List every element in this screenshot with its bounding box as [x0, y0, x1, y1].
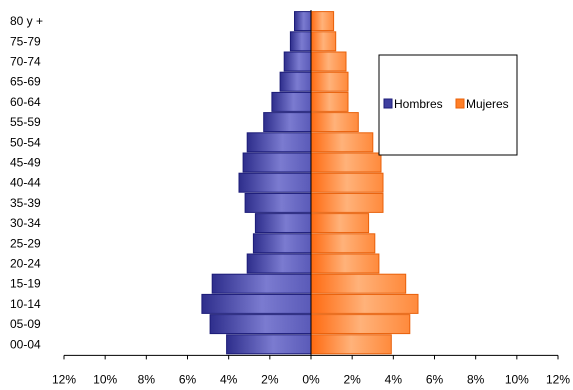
- bar-hombres-1: [289, 31, 312, 52]
- bar-hombres-12: [246, 253, 312, 274]
- bar-mujeres-2: [310, 51, 347, 72]
- bar-hombres-13: [211, 273, 312, 294]
- bar-hombres-8: [238, 172, 312, 193]
- y-tick-label: 15-19: [10, 277, 41, 291]
- x-tick-label: 12%: [546, 372, 570, 385]
- x-tick-label: 6%: [179, 372, 197, 385]
- y-tick-label: 60-64: [10, 95, 41, 109]
- bar-mujeres-15: [310, 314, 411, 335]
- y-tick-label: 30-34: [10, 216, 41, 230]
- y-tick-label: 35-39: [10, 196, 41, 210]
- bar-mujeres-13: [310, 273, 407, 294]
- bar-mujeres-6: [310, 132, 374, 153]
- x-tick-label: 4%: [385, 372, 403, 385]
- y-tick-label: 10-14: [10, 297, 41, 311]
- x-tick-label: 8%: [467, 372, 485, 385]
- bar-hombres-2: [283, 51, 312, 72]
- bar-mujeres-8: [310, 172, 384, 193]
- legend-box: [378, 54, 518, 156]
- bar-hombres-4: [271, 91, 312, 112]
- x-tick-label: 2%: [261, 372, 279, 385]
- bar-mujeres-3: [310, 71, 349, 92]
- y-tick-label: 65-69: [10, 75, 41, 89]
- x-tick-label: 4%: [220, 372, 238, 385]
- x-tick-label: 8%: [138, 372, 156, 385]
- bar-mujeres-14: [310, 293, 419, 314]
- bars-layer: [201, 11, 419, 355]
- y-axis-labels: 80 y + 75-79 70-74 65-69 60-64 55-59 50-54 45-4…: [10, 14, 43, 351]
- bar-mujeres-1: [310, 31, 337, 52]
- y-tick-label: 40-44: [10, 176, 41, 190]
- x-tick-label: 10%: [505, 372, 529, 385]
- bar-mujeres-9: [310, 192, 384, 213]
- bar-mujeres-12: [310, 253, 380, 274]
- bar-hombres-0: [294, 11, 312, 32]
- y-tick-label: 80 y +: [10, 14, 43, 28]
- x-tick-label: 2%: [343, 372, 361, 385]
- x-tick-label: 6%: [426, 372, 444, 385]
- bar-hombres-9: [244, 192, 312, 213]
- legend: Hombres Mujeres: [378, 54, 518, 156]
- bar-hombres-10: [254, 213, 312, 234]
- bar-mujeres-16: [310, 334, 392, 355]
- x-tick-label: 10%: [93, 372, 117, 385]
- y-tick-label: 25-29: [10, 236, 41, 250]
- y-tick-label: 70-74: [10, 55, 41, 69]
- y-tick-label: 20-24: [10, 257, 41, 271]
- bar-mujeres-0: [310, 11, 335, 32]
- bar-hombres-14: [201, 293, 312, 314]
- legend-swatch-mujeres: [455, 98, 465, 109]
- bar-mujeres-11: [310, 233, 376, 254]
- bar-hombres-6: [246, 132, 312, 153]
- legend-swatch-hombres: [383, 98, 393, 109]
- bar-hombres-15: [209, 314, 312, 335]
- bar-hombres-3: [279, 71, 312, 92]
- bar-hombres-7: [242, 152, 312, 173]
- bar-mujeres-4: [310, 91, 349, 112]
- x-tick-label: 12%: [52, 372, 76, 385]
- y-tick-label: 50-54: [10, 135, 41, 149]
- bar-hombres-5: [263, 112, 312, 133]
- bar-hombres-16: [226, 334, 312, 355]
- bar-hombres-11: [252, 233, 312, 254]
- bar-mujeres-7: [310, 152, 382, 173]
- legend-label-mujeres: Mujeres: [466, 97, 509, 111]
- y-tick-label: 00-04: [10, 337, 41, 351]
- x-tick-label: 0%: [302, 372, 320, 385]
- legend-label-hombres: Hombres: [394, 97, 443, 111]
- y-tick-label: 55-59: [10, 115, 41, 129]
- bar-mujeres-10: [310, 213, 370, 234]
- bar-mujeres-5: [310, 112, 359, 133]
- y-tick-label: 45-49: [10, 156, 41, 170]
- x-axis: 12% 10% 8% 6% 4% 2% 0% 2% 4% 6% 8% 10% 12%: [52, 10, 570, 386]
- y-tick-label: 05-09: [10, 317, 41, 331]
- y-tick-label: 75-79: [10, 34, 41, 48]
